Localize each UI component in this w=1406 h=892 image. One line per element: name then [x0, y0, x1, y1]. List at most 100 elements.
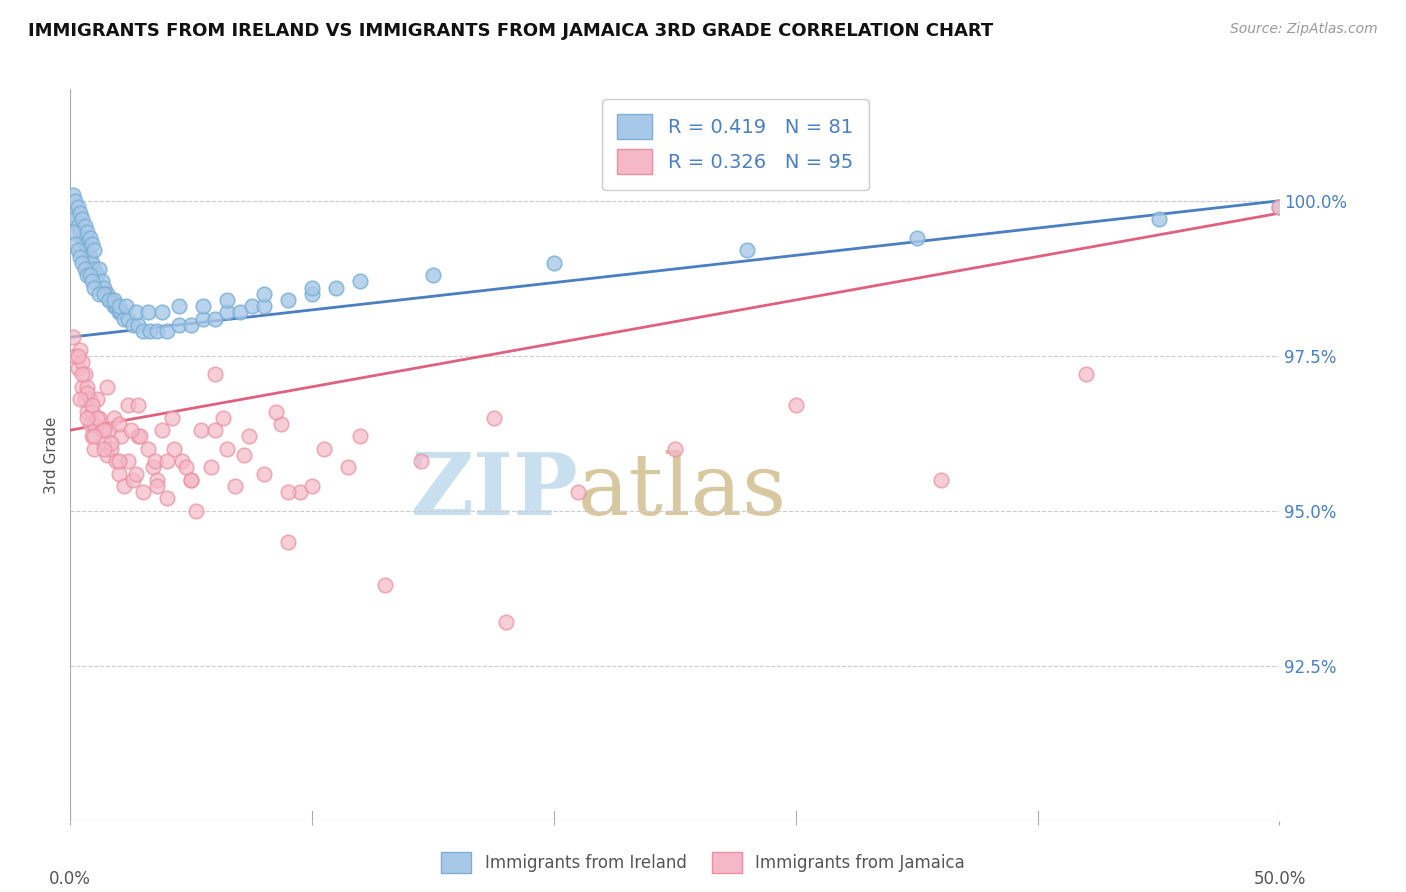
Point: [117, 398, 139, 412]
Point: [349, 429, 371, 443]
Point: [98, 293, 121, 307]
Text: 50.0%: 50.0%: [1253, 871, 1306, 888]
Point: [62, 225, 84, 239]
Point: [167, 299, 190, 313]
Point: [86, 268, 108, 282]
Point: [72, 368, 94, 382]
Point: [80, 256, 103, 270]
Point: [122, 473, 145, 487]
Point: [83, 429, 105, 443]
Point: [204, 423, 226, 437]
Point: [76, 244, 98, 258]
Point: [66, 349, 89, 363]
Point: [301, 286, 323, 301]
Point: [66, 200, 89, 214]
Point: [337, 460, 360, 475]
Point: [737, 244, 759, 258]
Point: [79, 392, 101, 406]
Point: [301, 280, 323, 294]
Point: [253, 299, 276, 313]
Point: [180, 473, 202, 487]
Point: [76, 410, 98, 425]
Point: [253, 467, 276, 481]
Point: [180, 318, 202, 332]
Point: [86, 392, 108, 406]
Point: [184, 504, 207, 518]
Point: [228, 305, 250, 319]
Point: [83, 442, 105, 456]
Point: [72, 355, 94, 369]
Point: [374, 578, 396, 592]
Point: [66, 361, 89, 376]
Point: [422, 268, 444, 282]
Point: [146, 324, 169, 338]
Point: [63, 237, 86, 252]
Point: [107, 417, 129, 431]
Point: [176, 460, 198, 475]
Point: [69, 225, 91, 239]
Point: [150, 423, 173, 437]
Point: [93, 280, 115, 294]
Point: [122, 318, 145, 332]
Point: [127, 429, 149, 443]
Point: [72, 380, 94, 394]
Point: [98, 293, 121, 307]
Point: [127, 318, 149, 332]
Point: [1268, 200, 1291, 214]
Point: [156, 454, 179, 468]
Point: [785, 398, 807, 412]
Point: [136, 305, 159, 319]
Point: [66, 244, 89, 258]
Point: [93, 435, 115, 450]
Point: [103, 293, 125, 307]
Point: [80, 404, 103, 418]
Point: [80, 398, 103, 412]
Point: [100, 293, 122, 307]
Point: [112, 479, 135, 493]
Point: [217, 305, 239, 319]
Text: 0.0%: 0.0%: [49, 871, 91, 888]
Point: [107, 305, 129, 319]
Point: [314, 442, 336, 456]
Point: [253, 286, 276, 301]
Point: [1147, 212, 1170, 227]
Point: [83, 280, 105, 294]
Point: [73, 368, 96, 382]
Text: ZIP: ZIP: [411, 450, 578, 533]
Point: [90, 274, 112, 288]
Point: [98, 423, 121, 437]
Point: [83, 244, 105, 258]
Point: [80, 274, 103, 288]
Point: [127, 398, 149, 412]
Point: [93, 286, 115, 301]
Point: [73, 237, 96, 252]
Text: atlas: atlas: [578, 450, 787, 533]
Point: [146, 473, 169, 487]
Point: [1268, 200, 1291, 214]
Point: [76, 268, 98, 282]
Point: [100, 442, 122, 456]
Point: [270, 417, 292, 431]
Point: [117, 454, 139, 468]
Point: [543, 256, 565, 270]
Point: [107, 467, 129, 481]
Point: [93, 423, 115, 437]
Point: [69, 206, 91, 220]
Point: [86, 410, 108, 425]
Point: [288, 485, 311, 500]
Point: [204, 311, 226, 326]
Point: [79, 417, 101, 431]
Point: [69, 250, 91, 264]
Point: [79, 268, 101, 282]
Point: [83, 417, 105, 431]
Point: [190, 423, 212, 437]
Legend: Immigrants from Ireland, Immigrants from Jamaica: Immigrants from Ireland, Immigrants from…: [434, 846, 972, 880]
Point: [233, 448, 256, 462]
Point: [664, 442, 686, 456]
Point: [170, 454, 193, 468]
Point: [66, 219, 89, 233]
Point: [100, 435, 122, 450]
Point: [193, 311, 215, 326]
Point: [117, 311, 139, 326]
Point: [93, 442, 115, 456]
